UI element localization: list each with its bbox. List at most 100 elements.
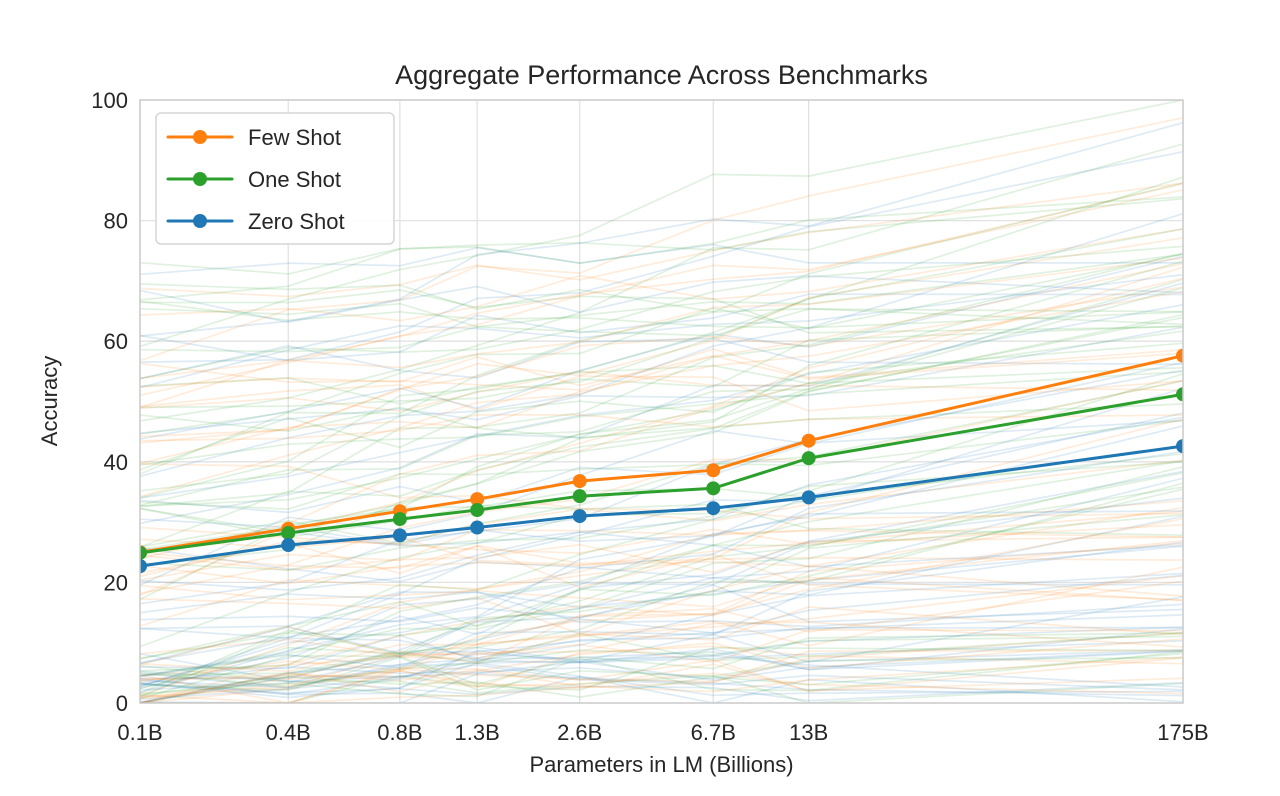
background-curve (140, 664, 1183, 703)
x-axis-ticks: 0.1B 0.4B 0.8B 1.3B 2.6B 6.7B 13B 175B (117, 720, 1208, 745)
background-curve (140, 459, 1183, 672)
background-curve (140, 477, 1183, 691)
y-tick-label: 20 (104, 570, 128, 595)
background-curve (140, 212, 1183, 478)
background-curve (140, 650, 1183, 689)
background-curve (140, 471, 1183, 660)
background-curve (140, 675, 1183, 703)
background-curve (140, 373, 1183, 648)
legend-label: Zero Shot (248, 209, 345, 234)
background-curve (140, 257, 1183, 380)
background-curve (140, 262, 1183, 498)
background-curve (140, 631, 1183, 700)
background-curve (140, 626, 1183, 660)
legend-label: One Shot (248, 167, 341, 192)
data-point-one-shot (801, 451, 816, 466)
background-curve (140, 638, 1183, 703)
y-tick-label: 60 (104, 329, 128, 354)
legend-box (155, 112, 395, 245)
background-curve (140, 647, 1183, 703)
background-curve (140, 673, 1183, 703)
background-curve (140, 486, 1183, 698)
background-curve (140, 663, 1183, 703)
x-tick-label: 175B (1157, 720, 1208, 745)
series-one-shot (140, 387, 1183, 560)
data-point-one-shot (572, 489, 587, 504)
background-curve (140, 337, 1183, 380)
background-curve (140, 352, 1183, 388)
background-curve (140, 348, 1183, 391)
background-curve (140, 584, 1183, 623)
series-line-one-shot (140, 392, 1183, 555)
background-curve (140, 591, 1183, 628)
background-curve (140, 545, 1183, 630)
background-curve (140, 260, 1183, 567)
background-curve (140, 681, 1183, 702)
background-curve (140, 342, 1183, 471)
background-curve (140, 278, 1183, 601)
data-point-zero-shot (801, 490, 816, 505)
background-curve (140, 413, 1183, 442)
background-curve (140, 664, 1183, 691)
background-curve (140, 536, 1183, 597)
background-curve (140, 541, 1183, 678)
background-curve (140, 536, 1183, 574)
background-curve (140, 528, 1183, 581)
x-tick-label: 0.8B (377, 720, 422, 745)
background-curve (140, 450, 1183, 664)
background-curve (140, 547, 1183, 586)
data-point-one-shot (281, 525, 296, 540)
background-curve (140, 503, 1183, 538)
background-curve (140, 652, 1183, 703)
background-curve (140, 196, 1183, 275)
background-curve (140, 100, 1183, 348)
background-curve (140, 252, 1183, 508)
data-point-few-shot (572, 474, 587, 489)
background-curve (140, 282, 1183, 525)
background-curve (140, 597, 1183, 641)
data-point-one-shot (1176, 387, 1183, 402)
data-point-one-shot (392, 512, 407, 527)
background-curve (140, 375, 1183, 412)
background-curve (140, 116, 1183, 362)
background-curve (140, 197, 1183, 301)
background-curve (140, 662, 1183, 699)
legend-item-zero-shot: Zero Shot (166, 209, 345, 234)
background-curve (140, 513, 1183, 697)
background-curve (140, 649, 1183, 685)
data-point-zero-shot (392, 528, 407, 543)
background-curve (140, 253, 1183, 435)
background-curve (140, 574, 1183, 703)
background-curve (140, 515, 1183, 680)
y-tick-label: 80 (104, 209, 128, 234)
background-curve (140, 628, 1183, 698)
legend-marker-icon (193, 130, 207, 144)
background-curve (140, 370, 1183, 412)
background-curve (140, 387, 1183, 688)
background-curve (140, 650, 1183, 698)
background-curve (140, 452, 1183, 534)
background-curve (140, 470, 1183, 689)
data-point-one-shot (140, 545, 147, 560)
background-curve (140, 228, 1183, 322)
y-tick-label: 100 (91, 88, 128, 113)
main-series (140, 348, 1183, 574)
chart-title: Aggregate Performance Across Benchmarks (395, 60, 928, 90)
background-curve (140, 459, 1183, 578)
data-point-zero-shot (572, 509, 587, 524)
background-curve (140, 510, 1183, 585)
background-curve (140, 303, 1183, 499)
background-curve (140, 621, 1183, 666)
background-curve (140, 236, 1183, 444)
background-curve (140, 576, 1183, 608)
background-curve (140, 286, 1183, 507)
legend-marker-icon (193, 214, 207, 228)
background-benchmark-curves (140, 100, 1183, 703)
x-tick-label: 0.1B (117, 720, 162, 745)
background-curve (140, 542, 1183, 683)
x-tick-label: 6.7B (691, 720, 736, 745)
data-point-few-shot (706, 463, 721, 478)
background-curve (140, 412, 1183, 694)
legend-item-one-shot: One Shot (166, 167, 341, 192)
legend: Few Shot One Shot Zero Shot (155, 112, 395, 245)
